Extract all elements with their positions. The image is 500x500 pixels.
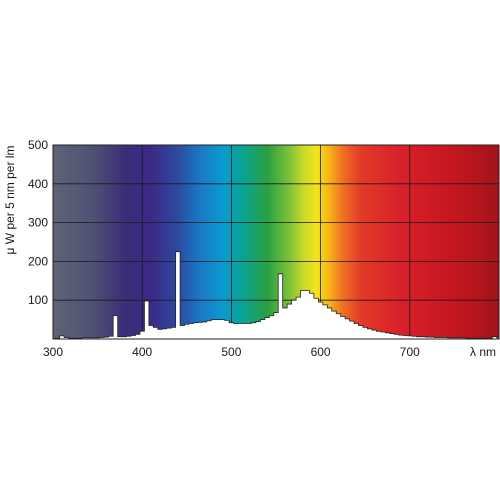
y-axis-label: μ W per 5 nm per lm xyxy=(3,146,17,255)
x-axis-label: λ nm xyxy=(470,345,496,359)
y-tick-label: 100 xyxy=(28,293,48,307)
x-tick-labels: 300 400 500 600 700 xyxy=(43,345,420,359)
plot-frame xyxy=(52,144,500,340)
x-tick-label: 500 xyxy=(221,345,241,359)
spectrum-area xyxy=(54,251,500,340)
y-tick-label: 400 xyxy=(28,177,48,191)
y-tick-label: 300 xyxy=(28,216,48,230)
x-tick-label: 600 xyxy=(311,345,331,359)
x-tick-label: 400 xyxy=(132,345,152,359)
x-tick-label: 300 xyxy=(43,345,63,359)
y-tick-label: 200 xyxy=(28,254,48,268)
grid xyxy=(53,145,499,339)
y-tick-labels: 100 200 300 400 500 xyxy=(28,138,48,307)
plot-background xyxy=(53,145,499,339)
x-tick-label: 700 xyxy=(400,345,420,359)
y-tick-label: 500 xyxy=(28,138,48,152)
